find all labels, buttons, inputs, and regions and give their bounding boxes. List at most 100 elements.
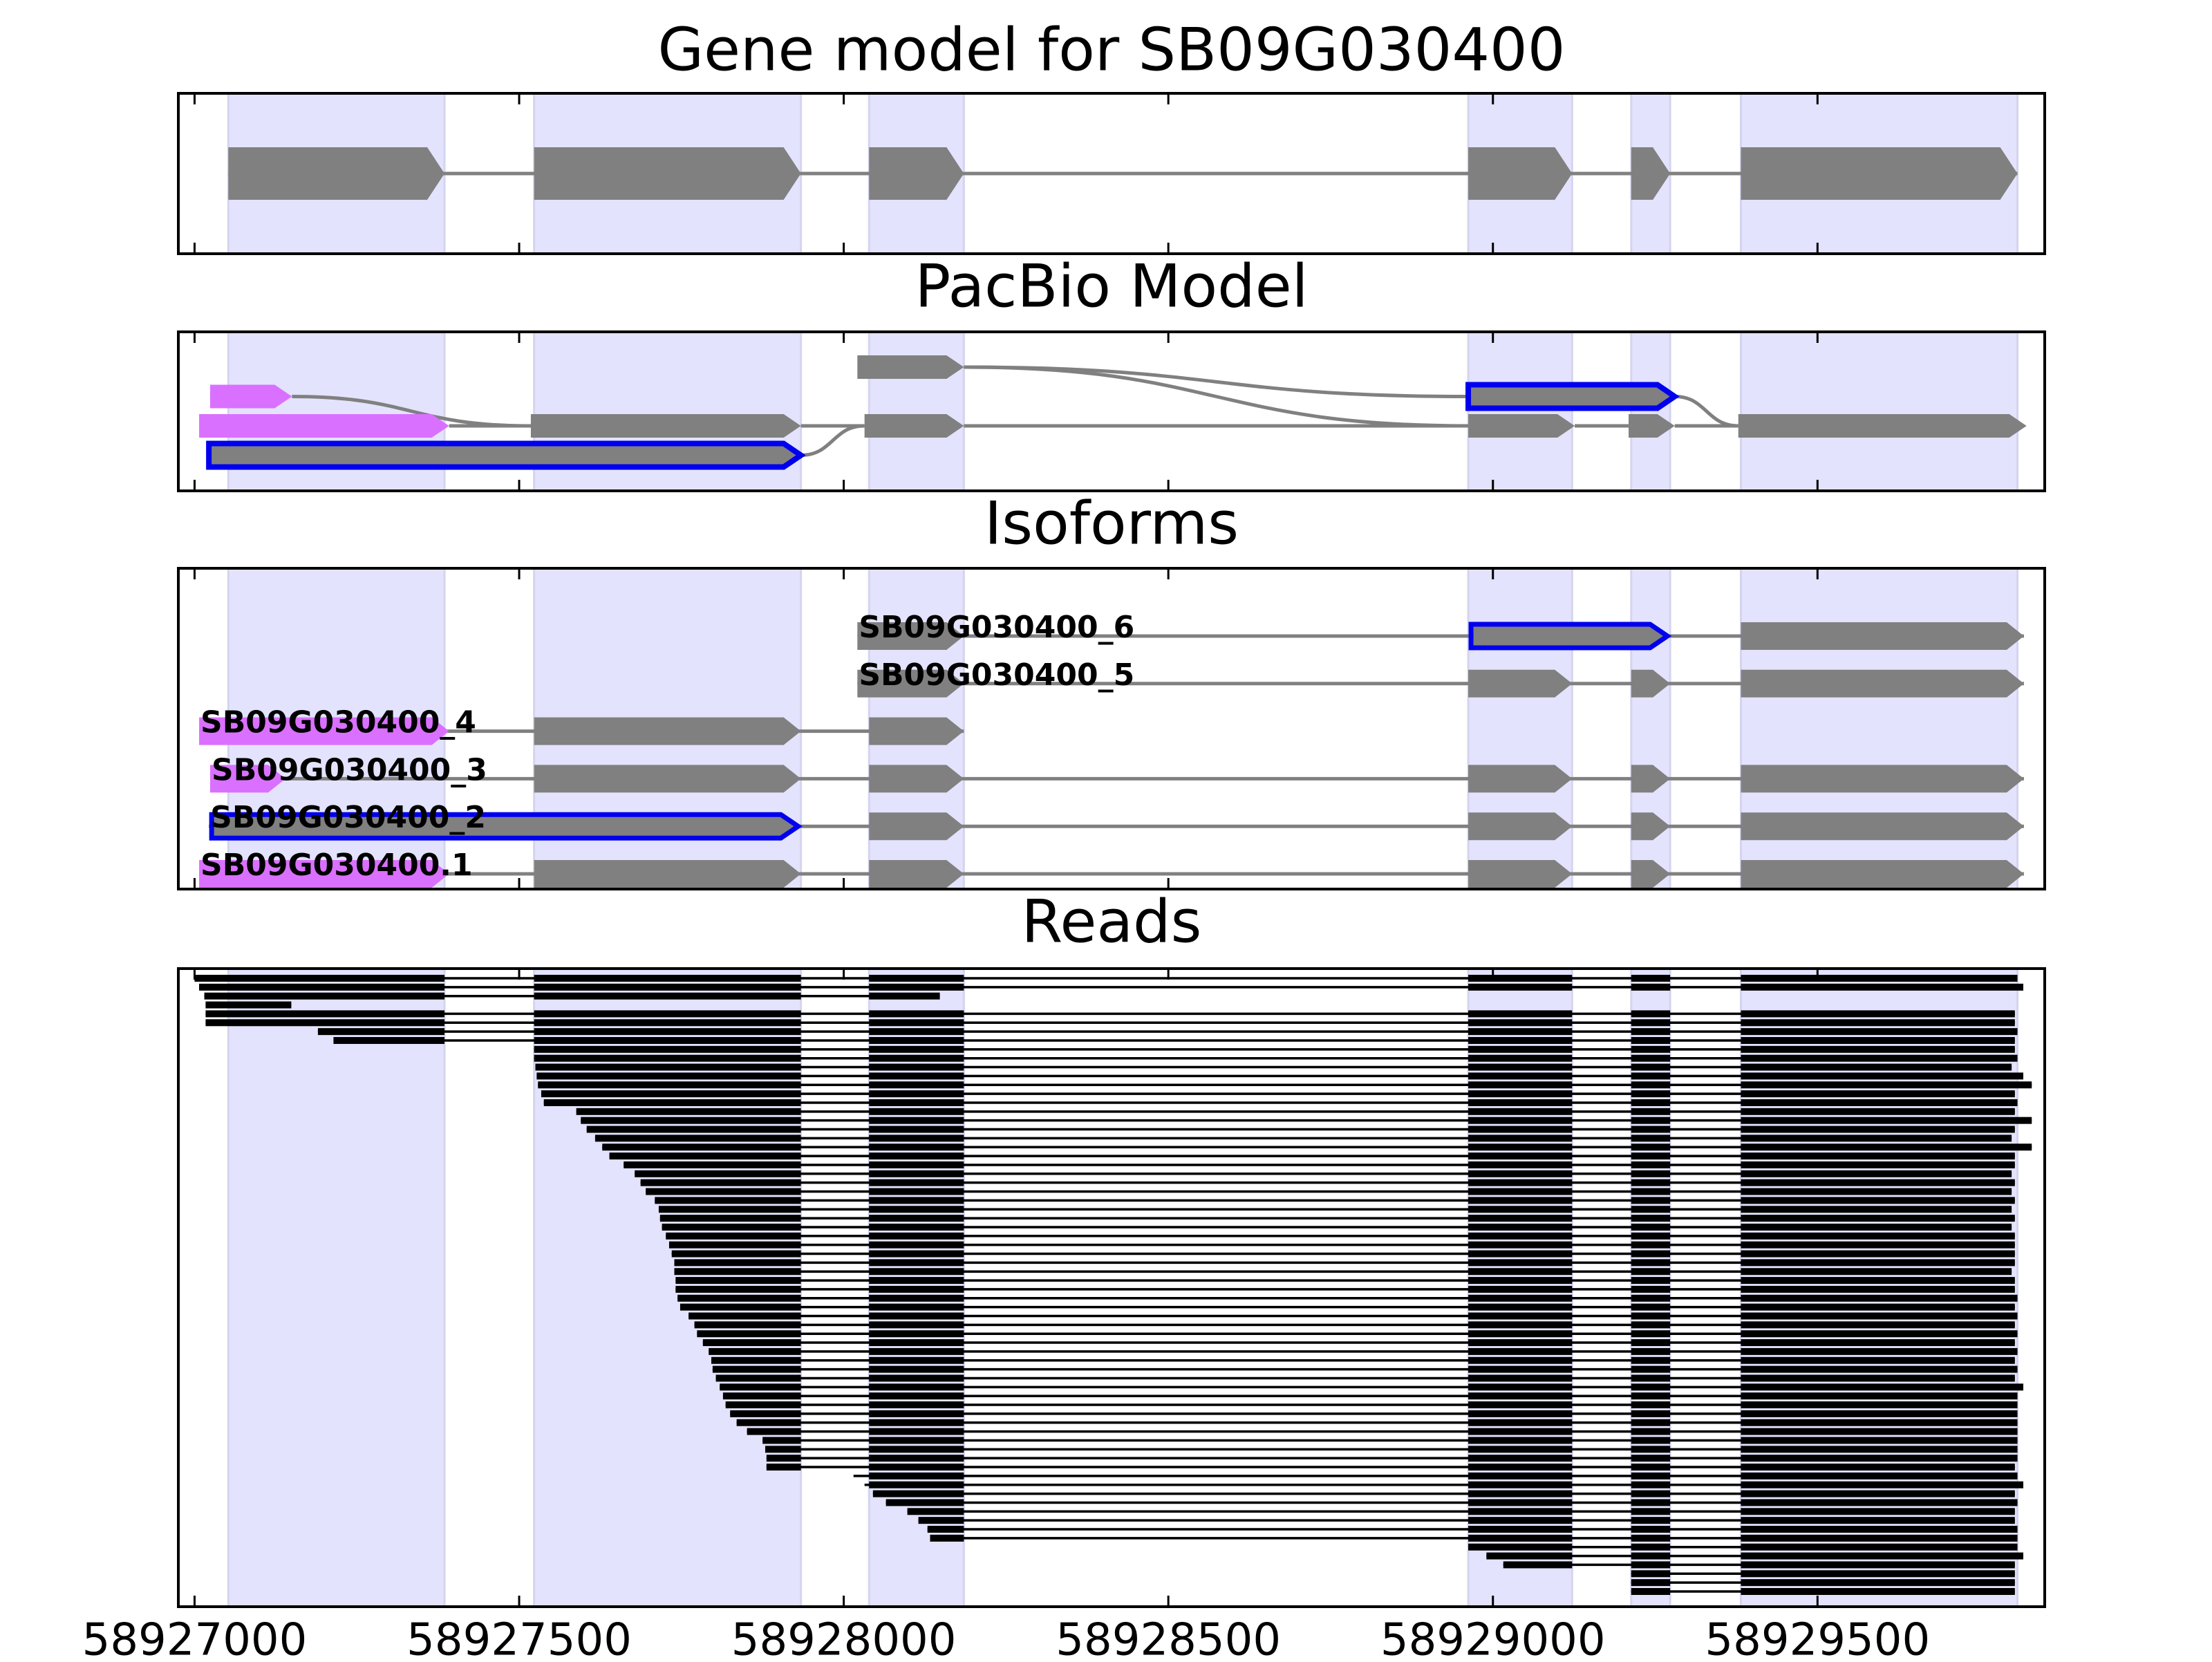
isoform-exon bbox=[1468, 622, 1672, 651]
read-block bbox=[1741, 1392, 2018, 1400]
isoform-exon bbox=[1631, 860, 1671, 888]
read-block bbox=[1468, 1099, 1573, 1106]
read-block bbox=[869, 1072, 964, 1080]
read-block bbox=[1741, 1126, 2015, 1133]
read-block bbox=[534, 1045, 801, 1053]
read-block bbox=[594, 1135, 801, 1142]
x-tick-label: 58927500 bbox=[406, 1615, 632, 1659]
panel-frame bbox=[177, 967, 2046, 1608]
read-block bbox=[1741, 983, 2024, 991]
read-block bbox=[869, 1081, 964, 1089]
read-block bbox=[1468, 975, 1573, 982]
read-block bbox=[1741, 1294, 2018, 1302]
read-block bbox=[1468, 983, 1573, 991]
read-block bbox=[869, 1161, 964, 1168]
isoform-label: SB09G030400.1 bbox=[200, 848, 473, 883]
read-block bbox=[199, 983, 445, 991]
read-block bbox=[1631, 975, 1671, 982]
isoform-exon bbox=[1468, 669, 1573, 698]
read-block bbox=[869, 1117, 964, 1124]
read-block bbox=[1468, 1508, 1573, 1515]
read-block bbox=[1468, 1126, 1573, 1133]
read-block bbox=[1741, 1197, 2015, 1204]
isoform-exon bbox=[1741, 669, 2024, 698]
read-block bbox=[668, 1241, 801, 1249]
read-block bbox=[543, 1099, 801, 1106]
read-block bbox=[534, 1019, 801, 1027]
panel-frame bbox=[177, 92, 2046, 255]
isoform-exon bbox=[209, 812, 803, 841]
read-block bbox=[1631, 1383, 1671, 1391]
read-block bbox=[1631, 1499, 1671, 1506]
read-block bbox=[1468, 1197, 1573, 1204]
read-block bbox=[1741, 1419, 2018, 1426]
read-block bbox=[1468, 1259, 1573, 1267]
read-block bbox=[1741, 1117, 2032, 1124]
isoform-exon bbox=[199, 860, 449, 888]
read-block bbox=[1741, 1437, 2018, 1444]
read-block bbox=[1468, 1215, 1573, 1222]
read-block bbox=[730, 1410, 801, 1417]
read-block bbox=[1631, 1374, 1671, 1382]
read-block bbox=[869, 1321, 964, 1329]
read-block bbox=[1741, 1472, 2018, 1479]
read-block bbox=[602, 1143, 801, 1151]
read-block bbox=[1741, 1588, 2015, 1595]
read-block bbox=[869, 1294, 964, 1302]
read-block bbox=[736, 1419, 801, 1426]
read-block bbox=[1468, 1365, 1573, 1373]
read-block bbox=[1741, 1045, 2015, 1053]
read-block bbox=[659, 1215, 801, 1222]
read-block bbox=[869, 1099, 964, 1106]
read-block bbox=[1468, 1294, 1573, 1302]
read-block bbox=[1468, 1499, 1573, 1506]
exon bbox=[534, 147, 801, 200]
read-block bbox=[1741, 1277, 2015, 1285]
read-block bbox=[869, 1481, 964, 1488]
read-block bbox=[1631, 1437, 1671, 1444]
read-block bbox=[1741, 1054, 2018, 1062]
read-block bbox=[1468, 1490, 1573, 1497]
read-block bbox=[1631, 1197, 1671, 1204]
exon-region bbox=[227, 967, 446, 1608]
read-block bbox=[1741, 975, 2018, 982]
read-block bbox=[1631, 1419, 1671, 1426]
read-block bbox=[1631, 1152, 1671, 1160]
read-block bbox=[927, 1526, 964, 1533]
read-block bbox=[869, 1241, 964, 1249]
read-block bbox=[1631, 1250, 1671, 1258]
read-block bbox=[1468, 1446, 1573, 1453]
read-block bbox=[1468, 1223, 1573, 1231]
x-tick-label: 58928500 bbox=[1056, 1615, 1281, 1659]
node-exon bbox=[210, 384, 292, 409]
exon bbox=[228, 147, 445, 200]
read-block bbox=[869, 1365, 964, 1373]
read-block bbox=[194, 975, 445, 982]
read-block bbox=[869, 1010, 964, 1018]
read-block bbox=[1468, 1428, 1573, 1435]
read-block bbox=[869, 1455, 964, 1462]
read-block bbox=[1631, 1188, 1671, 1195]
exon bbox=[869, 147, 964, 200]
read-block bbox=[869, 1170, 964, 1177]
read-block bbox=[1741, 1170, 2012, 1177]
read-block bbox=[1631, 1045, 1671, 1053]
read-block bbox=[1741, 1036, 2015, 1044]
splice-edge bbox=[800, 424, 865, 457]
read-block bbox=[1631, 1294, 1671, 1302]
read-block bbox=[1468, 1464, 1573, 1471]
read-block bbox=[534, 1054, 801, 1062]
read-block bbox=[930, 1534, 964, 1542]
read-block bbox=[869, 1054, 964, 1062]
read-block bbox=[1741, 1090, 2015, 1098]
read-block bbox=[869, 1045, 964, 1053]
read-block bbox=[1631, 1464, 1671, 1471]
splice-edge bbox=[1674, 395, 1738, 428]
read-block bbox=[1631, 1561, 1671, 1569]
read-block bbox=[576, 1108, 801, 1115]
read-block bbox=[1631, 1321, 1671, 1329]
read-block bbox=[1468, 1054, 1573, 1062]
read-block bbox=[1741, 1179, 2015, 1186]
read-block bbox=[1468, 1543, 1573, 1551]
exon-region bbox=[1467, 330, 1573, 492]
